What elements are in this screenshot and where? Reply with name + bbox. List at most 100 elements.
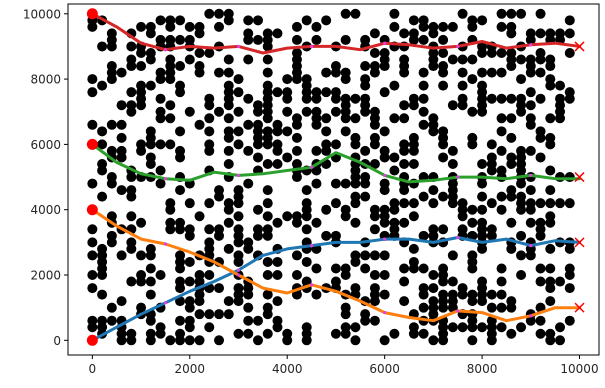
obstacle-point: [116, 185, 127, 196]
obstacle-point: [340, 263, 351, 274]
obstacle-point: [214, 283, 225, 294]
obstacle-point: [214, 106, 225, 117]
obstacle-point: [535, 28, 546, 39]
obstacle-point: [282, 74, 293, 85]
waypoint: [529, 43, 533, 47]
obstacle-point: [457, 283, 468, 294]
obstacle-point: [282, 328, 293, 339]
obstacle-point: [165, 34, 176, 45]
obstacle-point: [496, 21, 507, 32]
obstacle-point: [116, 132, 127, 143]
obstacle-point: [477, 158, 488, 169]
obstacle-point: [496, 204, 507, 215]
obstacle-point: [340, 93, 351, 104]
obstacle-point: [438, 47, 449, 58]
obstacle-point: [311, 34, 322, 45]
obstacle-point: [564, 283, 575, 294]
obstacle-point: [106, 211, 117, 222]
obstacle-point: [233, 224, 244, 235]
obstacle-point: [408, 211, 419, 222]
obstacle-point: [155, 322, 166, 333]
obstacle-point: [214, 224, 225, 235]
obstacle-point: [564, 47, 575, 58]
waypoint: [529, 244, 533, 248]
obstacle-point: [369, 61, 380, 72]
obstacle-point: [555, 322, 566, 333]
obstacle-point: [379, 145, 390, 156]
obstacle-point: [369, 204, 380, 215]
obstacle-point: [262, 270, 273, 281]
obstacle-point: [214, 185, 225, 196]
goal-marker: [574, 237, 585, 248]
obstacle-point: [321, 87, 332, 98]
obstacle-point: [252, 315, 263, 326]
obstacle-point: [360, 61, 371, 72]
obstacle-point: [155, 93, 166, 104]
obstacle-point: [194, 335, 205, 346]
obstacle-point: [555, 172, 566, 183]
obstacle-point: [97, 158, 108, 169]
obstacle-point: [243, 15, 254, 26]
obstacle-point: [330, 106, 341, 117]
obstacle-point: [457, 67, 468, 78]
obstacle-point: [184, 335, 195, 346]
obstacle-point: [184, 106, 195, 117]
obstacle-point: [330, 87, 341, 98]
obstacle-point: [545, 211, 556, 222]
y-tick-label: 2000: [30, 269, 61, 283]
obstacle-point: [486, 152, 497, 163]
goal-marker: [574, 172, 585, 183]
obstacle-point: [175, 185, 186, 196]
obstacle-point: [155, 15, 166, 26]
obstacle-point: [145, 328, 156, 339]
obstacle-point: [262, 302, 273, 313]
obstacle-point: [291, 113, 302, 124]
obstacle-point: [126, 100, 137, 111]
obstacle-point: [418, 80, 429, 91]
obstacle-point: [116, 296, 127, 307]
obstacle-point: [545, 198, 556, 209]
obstacle-point: [360, 93, 371, 104]
obstacle-point: [233, 185, 244, 196]
obstacle-point: [389, 80, 400, 91]
obstacle-point: [350, 322, 361, 333]
obstacle-point: [272, 28, 283, 39]
path-lines: [90, 12, 581, 342]
obstacle-point: [175, 250, 186, 261]
obstacle-point: [252, 100, 263, 111]
obstacle-point: [155, 34, 166, 45]
obstacle-point: [243, 145, 254, 156]
obstacle-point: [428, 335, 439, 346]
obstacle-point: [311, 217, 322, 228]
obstacle-point: [516, 250, 527, 261]
obstacle-point: [545, 243, 556, 254]
obstacle-point: [272, 87, 283, 98]
obstacle-point: [418, 191, 429, 202]
y-tick-label: 6000: [30, 138, 61, 152]
obstacle-point: [204, 270, 215, 281]
obstacle-point: [447, 250, 458, 261]
obstacle-point: [311, 87, 322, 98]
obstacle-point: [126, 328, 137, 339]
obstacle-point: [97, 41, 108, 52]
obstacle-point: [116, 100, 127, 111]
obstacle-point: [506, 132, 517, 143]
obstacle-point: [165, 15, 176, 26]
obstacle-point: [350, 93, 361, 104]
obstacle-point: [233, 328, 244, 339]
obstacle-point: [447, 322, 458, 333]
waypoint: [236, 44, 241, 49]
obstacle-point: [243, 178, 254, 189]
obstacle-point: [301, 256, 312, 267]
obstacle-point: [467, 74, 478, 85]
obstacle-point: [106, 230, 117, 241]
obstacle-point: [418, 93, 429, 104]
obstacle-point: [428, 296, 439, 307]
obstacle-point: [330, 276, 341, 287]
obstacle-point: [408, 256, 419, 267]
obstacle-point: [369, 270, 380, 281]
obstacle-point: [486, 289, 497, 300]
obstacle-point: [282, 106, 293, 117]
obstacle-point: [262, 67, 273, 78]
